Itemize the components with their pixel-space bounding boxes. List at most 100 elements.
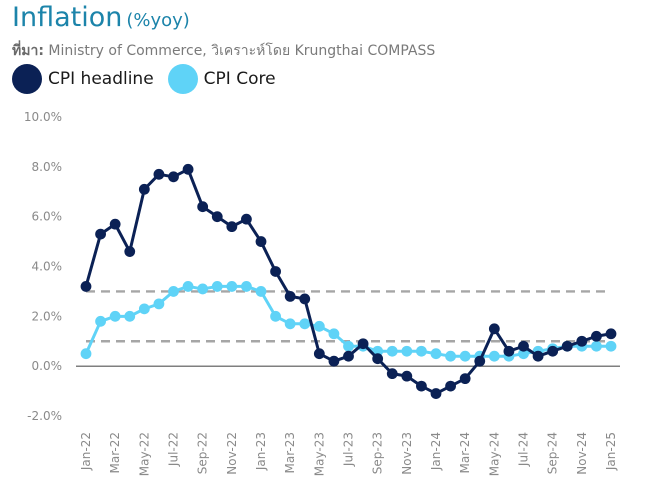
x-tick-label: May-24 bbox=[487, 432, 501, 476]
x-tick-label: Jan-24 bbox=[429, 432, 443, 471]
point-core bbox=[109, 310, 121, 322]
point-headline bbox=[211, 211, 223, 223]
point-core bbox=[299, 318, 311, 330]
x-tick-label: Jan-25 bbox=[604, 432, 618, 471]
point-headline bbox=[372, 353, 384, 365]
point-core bbox=[386, 345, 398, 357]
point-core bbox=[226, 281, 238, 292]
x-tick-label: Nov-22 bbox=[225, 432, 239, 475]
point-core bbox=[313, 320, 325, 332]
x-tick-label: Nov-24 bbox=[575, 432, 589, 475]
legend-swatch-core bbox=[167, 64, 198, 94]
point-headline bbox=[488, 323, 500, 335]
point-headline bbox=[605, 328, 617, 340]
x-tick-label: Jul-22 bbox=[167, 432, 181, 467]
title-unit: (%yoy) bbox=[126, 10, 190, 31]
point-core bbox=[488, 350, 500, 362]
point-core bbox=[153, 298, 165, 310]
point-headline bbox=[226, 221, 238, 233]
point-core bbox=[445, 350, 456, 362]
y-tick-label: -2.0% bbox=[27, 409, 62, 423]
point-core bbox=[211, 281, 223, 292]
point-headline bbox=[561, 340, 573, 352]
legend-item-core: CPI Core bbox=[167, 64, 276, 94]
point-headline bbox=[459, 373, 471, 385]
point-headline bbox=[576, 335, 588, 347]
point-core bbox=[197, 283, 209, 295]
point-core bbox=[459, 350, 471, 362]
y-tick-label: 10.0% bbox=[24, 110, 62, 124]
point-headline bbox=[284, 291, 296, 302]
x-tick-label: Sep-22 bbox=[196, 432, 210, 474]
point-headline bbox=[547, 345, 559, 357]
point-core bbox=[328, 328, 340, 340]
x-tick-label: May-22 bbox=[137, 432, 151, 476]
point-headline bbox=[416, 380, 427, 392]
point-headline bbox=[168, 171, 179, 183]
legend-swatch-headline bbox=[12, 64, 42, 94]
point-headline bbox=[124, 246, 136, 257]
legend-label-headline: CPI headline bbox=[48, 69, 154, 89]
point-core bbox=[591, 340, 602, 352]
point-core bbox=[241, 281, 252, 292]
source-note: ที่มา: Ministry of Commerce, วิเคราะห์โด… bbox=[12, 40, 435, 62]
point-core bbox=[401, 345, 413, 357]
point-headline bbox=[80, 281, 92, 292]
source-label: ที่มา: bbox=[12, 43, 44, 59]
point-core bbox=[80, 348, 92, 360]
x-tick-label: Mar-23 bbox=[283, 432, 297, 473]
point-core bbox=[518, 348, 529, 360]
point-headline bbox=[518, 340, 529, 352]
legend-label-core: CPI Core bbox=[203, 69, 276, 89]
point-headline bbox=[255, 236, 267, 247]
point-headline bbox=[445, 380, 456, 392]
point-headline bbox=[299, 293, 311, 305]
legend: CPI headline CPI Core bbox=[12, 64, 290, 94]
legend-item-headline: CPI headline bbox=[12, 64, 154, 94]
point-core bbox=[270, 310, 281, 322]
point-headline bbox=[474, 355, 486, 367]
source-text: Ministry of Commerce, วิเคราะห์โดย Krung… bbox=[43, 43, 436, 59]
point-headline bbox=[503, 345, 515, 357]
point-core bbox=[124, 310, 136, 322]
point-headline bbox=[138, 183, 150, 195]
point-headline bbox=[270, 266, 281, 277]
point-headline bbox=[241, 213, 252, 225]
point-core bbox=[284, 318, 296, 330]
x-tick-label: Mar-22 bbox=[108, 432, 122, 473]
point-headline bbox=[591, 330, 602, 342]
x-tick-label: Sep-24 bbox=[546, 432, 560, 474]
point-headline bbox=[532, 350, 544, 362]
x-tick-label: Jul-23 bbox=[342, 432, 356, 467]
point-headline bbox=[182, 163, 194, 175]
chart-title: Inflation (%yoy) bbox=[12, 2, 190, 33]
x-tick-label: Jan-22 bbox=[79, 432, 93, 471]
x-tick-label: Sep-23 bbox=[371, 432, 385, 474]
point-headline bbox=[430, 388, 442, 399]
point-headline bbox=[153, 168, 165, 180]
point-headline bbox=[386, 368, 398, 380]
x-tick-label: Jan-23 bbox=[254, 432, 268, 471]
point-core bbox=[95, 315, 106, 327]
x-tick-label: Nov-23 bbox=[400, 432, 414, 475]
point-core bbox=[255, 286, 267, 297]
y-tick-label: 0.0% bbox=[32, 359, 63, 373]
point-core bbox=[182, 281, 194, 292]
point-headline bbox=[95, 228, 106, 240]
point-headline bbox=[313, 348, 325, 360]
point-core bbox=[343, 340, 354, 352]
x-tick-label: Jul-24 bbox=[517, 432, 531, 467]
x-tick-label: Mar-24 bbox=[458, 432, 472, 473]
point-core bbox=[416, 345, 427, 357]
point-core bbox=[138, 303, 150, 315]
point-headline bbox=[401, 370, 413, 382]
y-tick-label: 6.0% bbox=[32, 210, 63, 224]
point-headline bbox=[109, 218, 121, 230]
point-core bbox=[168, 286, 179, 297]
y-tick-label: 2.0% bbox=[32, 309, 63, 323]
point-headline bbox=[357, 338, 369, 350]
y-tick-label: 4.0% bbox=[32, 260, 63, 274]
point-core bbox=[430, 348, 442, 360]
